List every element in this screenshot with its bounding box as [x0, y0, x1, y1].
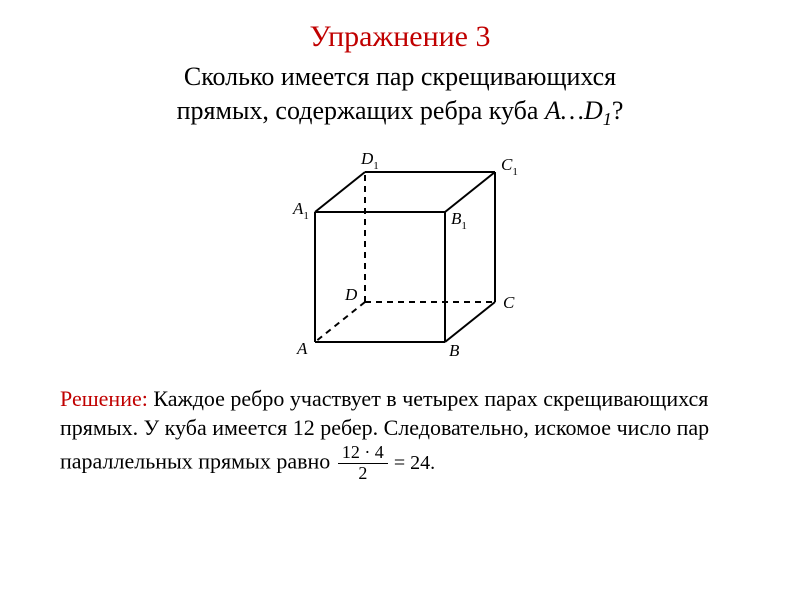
question-cube-ref: A…D1 [545, 96, 612, 125]
question-cube-label: A…D [545, 96, 603, 125]
label-A1: A1 [292, 199, 309, 222]
question-line2-post: ? [612, 96, 624, 125]
question-text: Сколько имеется пар скрещивающихся прямы… [0, 54, 800, 132]
label-D: D [344, 285, 358, 304]
solution-label: Решение: [60, 386, 148, 411]
label-B1: B1 [451, 209, 467, 232]
label-D1: D1 [360, 149, 379, 172]
question-line2-pre: прямых, содержащих ребра куба [177, 96, 545, 125]
edge-B1C1 [445, 172, 495, 212]
label-C1: C1 [501, 155, 518, 178]
cube-svg: A B C D A1 B1 C1 D1 [255, 142, 545, 370]
fraction-den: 2 [354, 464, 371, 484]
edge-BC [445, 302, 495, 342]
edge-DA [315, 302, 365, 342]
solution-block: Решение: Каждое ребро участвует в четыре… [0, 370, 800, 484]
fraction-result: = 24. [394, 450, 435, 477]
question-line1: Сколько имеется пар скрещивающихся [184, 62, 616, 91]
label-C: C [503, 293, 515, 312]
fraction-expression: 12 · 4 2 = 24. [338, 443, 435, 484]
edge-D1A1 [315, 172, 365, 212]
label-B: B [449, 341, 460, 360]
fraction-num: 12 · 4 [338, 443, 388, 463]
fraction: 12 · 4 2 [338, 443, 388, 484]
question-cube-sub: 1 [603, 109, 612, 129]
cube-figure: A B C D A1 B1 C1 D1 [0, 142, 800, 370]
label-A: A [296, 339, 308, 358]
exercise-title: Упражнение 3 [0, 0, 800, 54]
